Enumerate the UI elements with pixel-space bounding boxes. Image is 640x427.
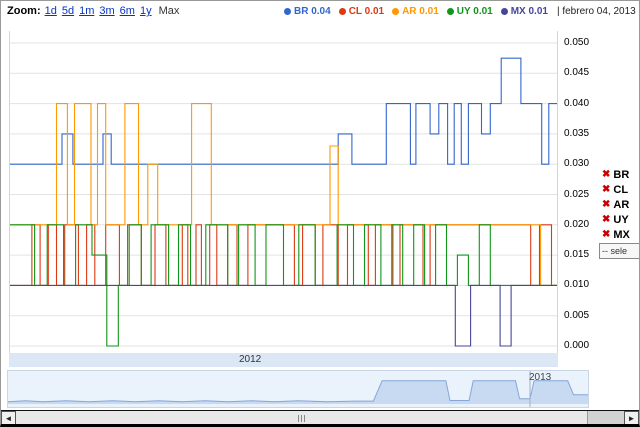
- legend-label: UY 0.01: [456, 6, 493, 17]
- range-navigator[interactable]: 2013: [7, 370, 589, 408]
- x-axis-year-label: 2012: [239, 354, 262, 365]
- legend-dot-BR: [284, 8, 291, 15]
- zoom-links: 1d 5d 1m 3m 6m 1y: [45, 5, 157, 17]
- y-axis-tick-label: 0.030: [564, 158, 590, 170]
- y-axis-tick-label: 0.000: [564, 340, 590, 351]
- series-label: UY: [613, 213, 629, 226]
- main-chart[interactable]: [9, 31, 558, 353]
- series-select-dropdown[interactable]: -- sele: [599, 243, 639, 259]
- zoom-link-1y[interactable]: 1y: [139, 5, 152, 17]
- legend-label: AR 0.01: [402, 6, 439, 17]
- y-axis: 0.050 0.045 0.040 0.035 0.030 0.025 0.020 0.015…: [562, 31, 598, 353]
- remove-series-AR-icon[interactable]: ✖: [602, 199, 611, 210]
- y-axis-tick-label: 0.035: [564, 127, 590, 139]
- zoom-link-5d[interactable]: 5d: [61, 5, 75, 17]
- zoom-link-3m[interactable]: 3m: [99, 5, 115, 17]
- zoom-link-1d[interactable]: 1d: [44, 5, 57, 17]
- legend-item-BR: BR 0.04: [284, 6, 331, 17]
- legend-dot-CL: [338, 8, 346, 15]
- range-navigator-svg[interactable]: [8, 371, 588, 407]
- remove-series-MX-icon[interactable]: ✖: [602, 229, 611, 240]
- y-axis-tick-label: 0.020: [564, 218, 590, 230]
- remove-series-CL-icon[interactable]: ✖: [602, 184, 611, 195]
- zoom-label: Zoom:: [7, 5, 41, 17]
- series-side-panel: ✖ BR ✖ CL ✖ AR ✖ UY ✖ MX: [602, 167, 630, 242]
- remove-series-BR-icon[interactable]: ✖: [602, 169, 611, 180]
- legend-label: BR 0.04: [294, 6, 331, 17]
- legend-item-AR: AR 0.01: [392, 6, 439, 17]
- scrollbar-thumb[interactable]: [16, 411, 588, 424]
- zoom-toolbar: Zoom: 1d 5d 1m 3m 6m 1y Max: [7, 5, 179, 17]
- legend: BR 0.04 CL 0.01 AR 0.01 UY 0.01 MX 0.01 | feb…: [284, 6, 636, 17]
- y-axis-tick-label: 0.025: [564, 188, 590, 200]
- navigator-year-label: 2013: [529, 372, 552, 383]
- scroll-right-button[interactable]: ►: [624, 411, 639, 424]
- zoom-link-6m[interactable]: 6m: [119, 5, 135, 17]
- remove-series-UY-icon[interactable]: ✖: [602, 214, 611, 225]
- scrollbar-grip: [300, 415, 302, 422]
- series-row-CL: ✖ CL: [602, 182, 630, 197]
- legend-item-MX: MX 0.01: [500, 6, 548, 17]
- legend-dot-MX: [500, 8, 508, 15]
- legend-date-label: | febrero 04, 2013: [556, 6, 636, 17]
- y-axis-tick-label: 0.015: [564, 249, 590, 261]
- series-select-label: -- sele: [602, 246, 628, 256]
- horizontal-scrollbar[interactable]: ◄ ►: [1, 410, 639, 424]
- y-axis-tick-label: 0.005: [564, 309, 590, 321]
- series-label: MX: [613, 228, 630, 241]
- series-row-BR: ✖ BR: [602, 167, 630, 182]
- legend-label: CL 0.01: [348, 6, 385, 17]
- series-row-UY: ✖ UY: [602, 212, 630, 227]
- legend-dot-AR: [392, 8, 400, 15]
- y-axis-tick-label: 0.040: [564, 97, 590, 109]
- series-label: AR: [613, 198, 630, 211]
- series-label: CL: [613, 183, 629, 196]
- main-chart-svg[interactable]: [10, 31, 557, 353]
- scroll-left-button[interactable]: ◄: [1, 411, 16, 424]
- legend-dot-UY: [446, 8, 454, 15]
- legend-label: MX 0.01: [510, 6, 548, 17]
- scrollbar-grip: [303, 415, 305, 422]
- series-row-AR: ✖ AR: [602, 197, 630, 212]
- zoom-link-1m[interactable]: 1m: [79, 5, 95, 17]
- legend-item-UY: UY 0.01: [446, 6, 493, 17]
- y-axis-tick-label: 0.045: [564, 67, 590, 79]
- x-axis-year-band: 2012: [9, 353, 558, 367]
- scrollbar-track[interactable]: [16, 411, 624, 424]
- scrollbar-grip: [297, 415, 299, 422]
- series-label: BR: [613, 168, 630, 181]
- y-axis-tick-label: 0.050: [564, 37, 590, 48]
- series-row-MX: ✖ MX: [602, 227, 630, 242]
- zoom-max-option[interactable]: Max: [158, 5, 180, 17]
- legend-item-CL: CL 0.01: [338, 6, 385, 17]
- y-axis-tick-label: 0.010: [564, 279, 590, 291]
